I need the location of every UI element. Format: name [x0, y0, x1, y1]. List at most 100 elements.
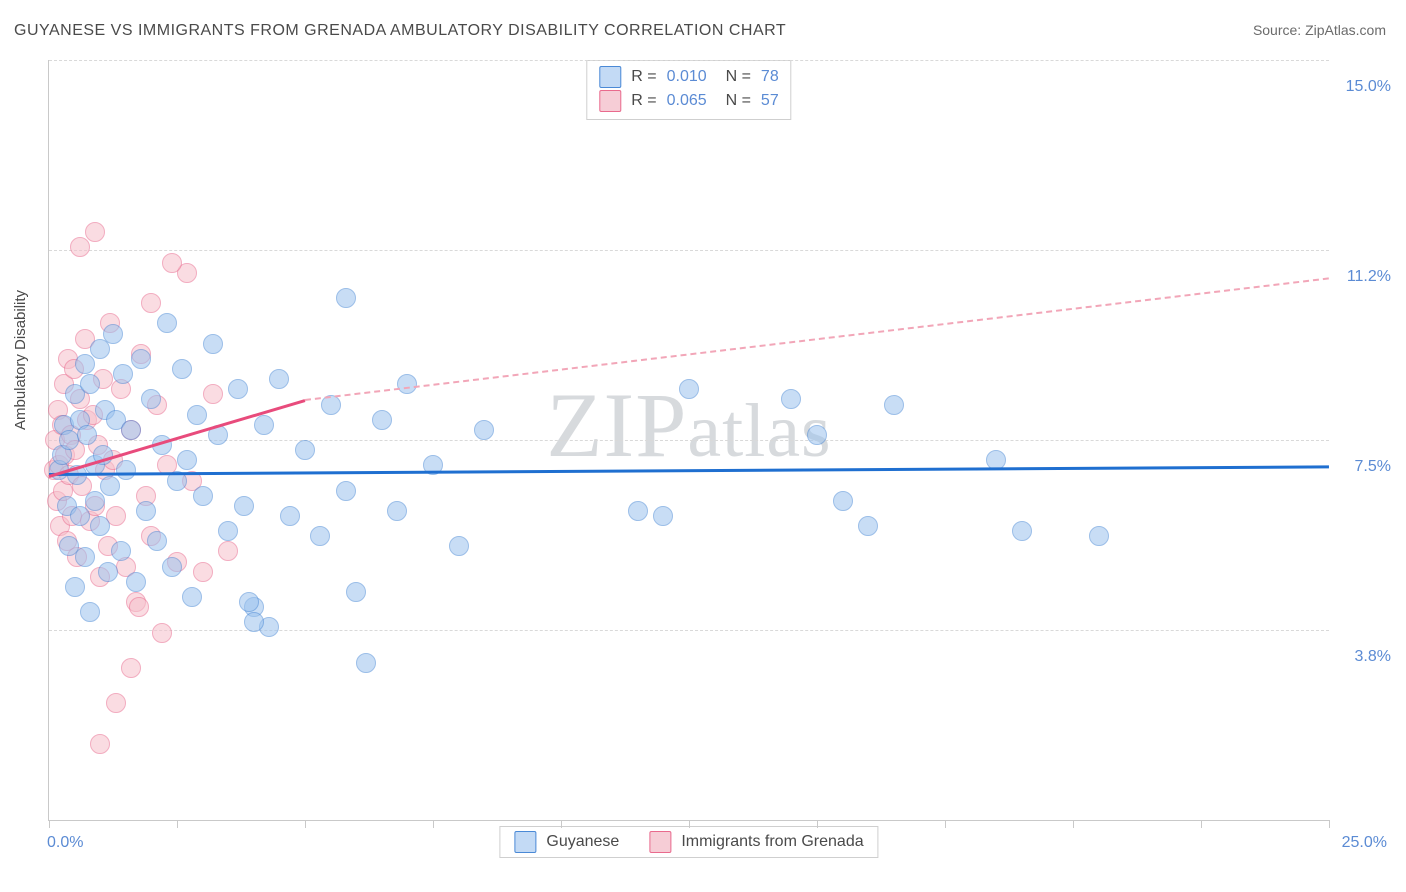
swatch-grenada: [599, 90, 621, 112]
scatter-point: [121, 420, 141, 440]
scatter-point: [141, 293, 161, 313]
scatter-point: [203, 334, 223, 354]
scatter-point: [397, 374, 417, 394]
scatter-point: [336, 288, 356, 308]
scatter-point: [98, 562, 118, 582]
scatter-point: [162, 253, 182, 273]
y-axis-label: Ambulatory Disability: [12, 290, 29, 430]
scatter-point: [310, 526, 330, 546]
scatter-point: [65, 577, 85, 597]
scatter-point: [449, 536, 469, 556]
scatter-point: [121, 658, 141, 678]
scatter-point: [387, 501, 407, 521]
scatter-point: [1089, 526, 1109, 546]
x-tick: [561, 820, 562, 828]
scatter-point: [77, 425, 97, 445]
x-tick: [433, 820, 434, 828]
legend-row-guyanese: R = 0.010 N = 78: [599, 65, 778, 89]
legend-label-guyanese: Guyanese: [546, 833, 619, 851]
scatter-point: [75, 547, 95, 567]
scatter-point: [679, 379, 699, 399]
scatter-point: [203, 384, 223, 404]
scatter-point: [269, 369, 289, 389]
scatter-point: [177, 450, 197, 470]
trend-line: [49, 465, 1329, 476]
correlation-legend: R = 0.010 N = 78 R = 0.065 N = 57: [586, 60, 791, 120]
scatter-point: [85, 222, 105, 242]
scatter-point: [218, 521, 238, 541]
scatter-point: [90, 734, 110, 754]
scatter-point: [254, 415, 274, 435]
scatter-point: [833, 491, 853, 511]
y-tick-label: 11.2%: [1347, 268, 1391, 286]
x-tick: [1201, 820, 1202, 828]
series-legend: Guyanese Immigrants from Grenada: [499, 826, 878, 858]
scatter-point: [157, 313, 177, 333]
scatter-point: [193, 562, 213, 582]
x-tick: [689, 820, 690, 828]
x-tick: [1329, 820, 1330, 828]
chart-title: GUYANESE VS IMMIGRANTS FROM GRENADA AMBU…: [14, 22, 786, 40]
scatter-point: [193, 486, 213, 506]
x-tick: [177, 820, 178, 828]
scatter-point: [781, 389, 801, 409]
gridline: [49, 250, 1329, 251]
gridline: [49, 440, 1329, 441]
scatter-point: [126, 572, 146, 592]
scatter-point: [280, 506, 300, 526]
x-tick: [305, 820, 306, 828]
scatter-point: [162, 557, 182, 577]
scatter-point: [141, 389, 161, 409]
scatter-point: [129, 597, 149, 617]
legend-item-guyanese: Guyanese: [514, 831, 619, 853]
source-attribution: Source: ZipAtlas.com: [1253, 22, 1386, 38]
scatter-point: [131, 349, 151, 369]
legend-row-grenada: R = 0.065 N = 57: [599, 89, 778, 113]
scatter-point: [80, 374, 100, 394]
scatter-point: [85, 491, 105, 511]
scatter-point: [884, 395, 904, 415]
scatter-point: [234, 496, 254, 516]
scatter-point: [111, 541, 131, 561]
legend-item-grenada: Immigrants from Grenada: [649, 831, 863, 853]
scatter-point: [628, 501, 648, 521]
scatter-point: [336, 481, 356, 501]
r-value-guyanese: 0.010: [667, 68, 707, 86]
swatch-guyanese: [599, 66, 621, 88]
scatter-point: [295, 440, 315, 460]
scatter-point: [1012, 521, 1032, 541]
scatter-point: [70, 506, 90, 526]
scatter-point: [346, 582, 366, 602]
scatter-point: [372, 410, 392, 430]
scatter-point: [75, 354, 95, 374]
y-tick-label: 15.0%: [1346, 78, 1391, 96]
scatter-point: [239, 592, 259, 612]
scatter-plot: ZIPatlas R = 0.010 N = 78 R = 0.065 N = …: [48, 60, 1329, 821]
scatter-point: [858, 516, 878, 536]
y-tick-label: 3.8%: [1355, 648, 1391, 666]
r-value-grenada: 0.065: [667, 92, 707, 110]
scatter-point: [807, 425, 827, 445]
x-tick: [1073, 820, 1074, 828]
n-value-grenada: 57: [761, 92, 779, 110]
x-tick: [817, 820, 818, 828]
x-tick: [945, 820, 946, 828]
swatch-guyanese-bottom: [514, 831, 536, 853]
scatter-point: [218, 541, 238, 561]
scatter-point: [182, 587, 202, 607]
x-min-label: 0.0%: [47, 834, 83, 852]
trend-line: [305, 278, 1329, 402]
scatter-point: [70, 237, 90, 257]
scatter-point: [653, 506, 673, 526]
scatter-point: [147, 531, 167, 551]
n-value-guyanese: 78: [761, 68, 779, 86]
scatter-point: [228, 379, 248, 399]
gridline: [49, 60, 1329, 61]
scatter-point: [106, 693, 126, 713]
swatch-grenada-bottom: [649, 831, 671, 853]
scatter-point: [172, 359, 192, 379]
scatter-point: [103, 324, 123, 344]
x-max-label: 25.0%: [1342, 834, 1387, 852]
scatter-point: [116, 460, 136, 480]
scatter-point: [100, 476, 120, 496]
